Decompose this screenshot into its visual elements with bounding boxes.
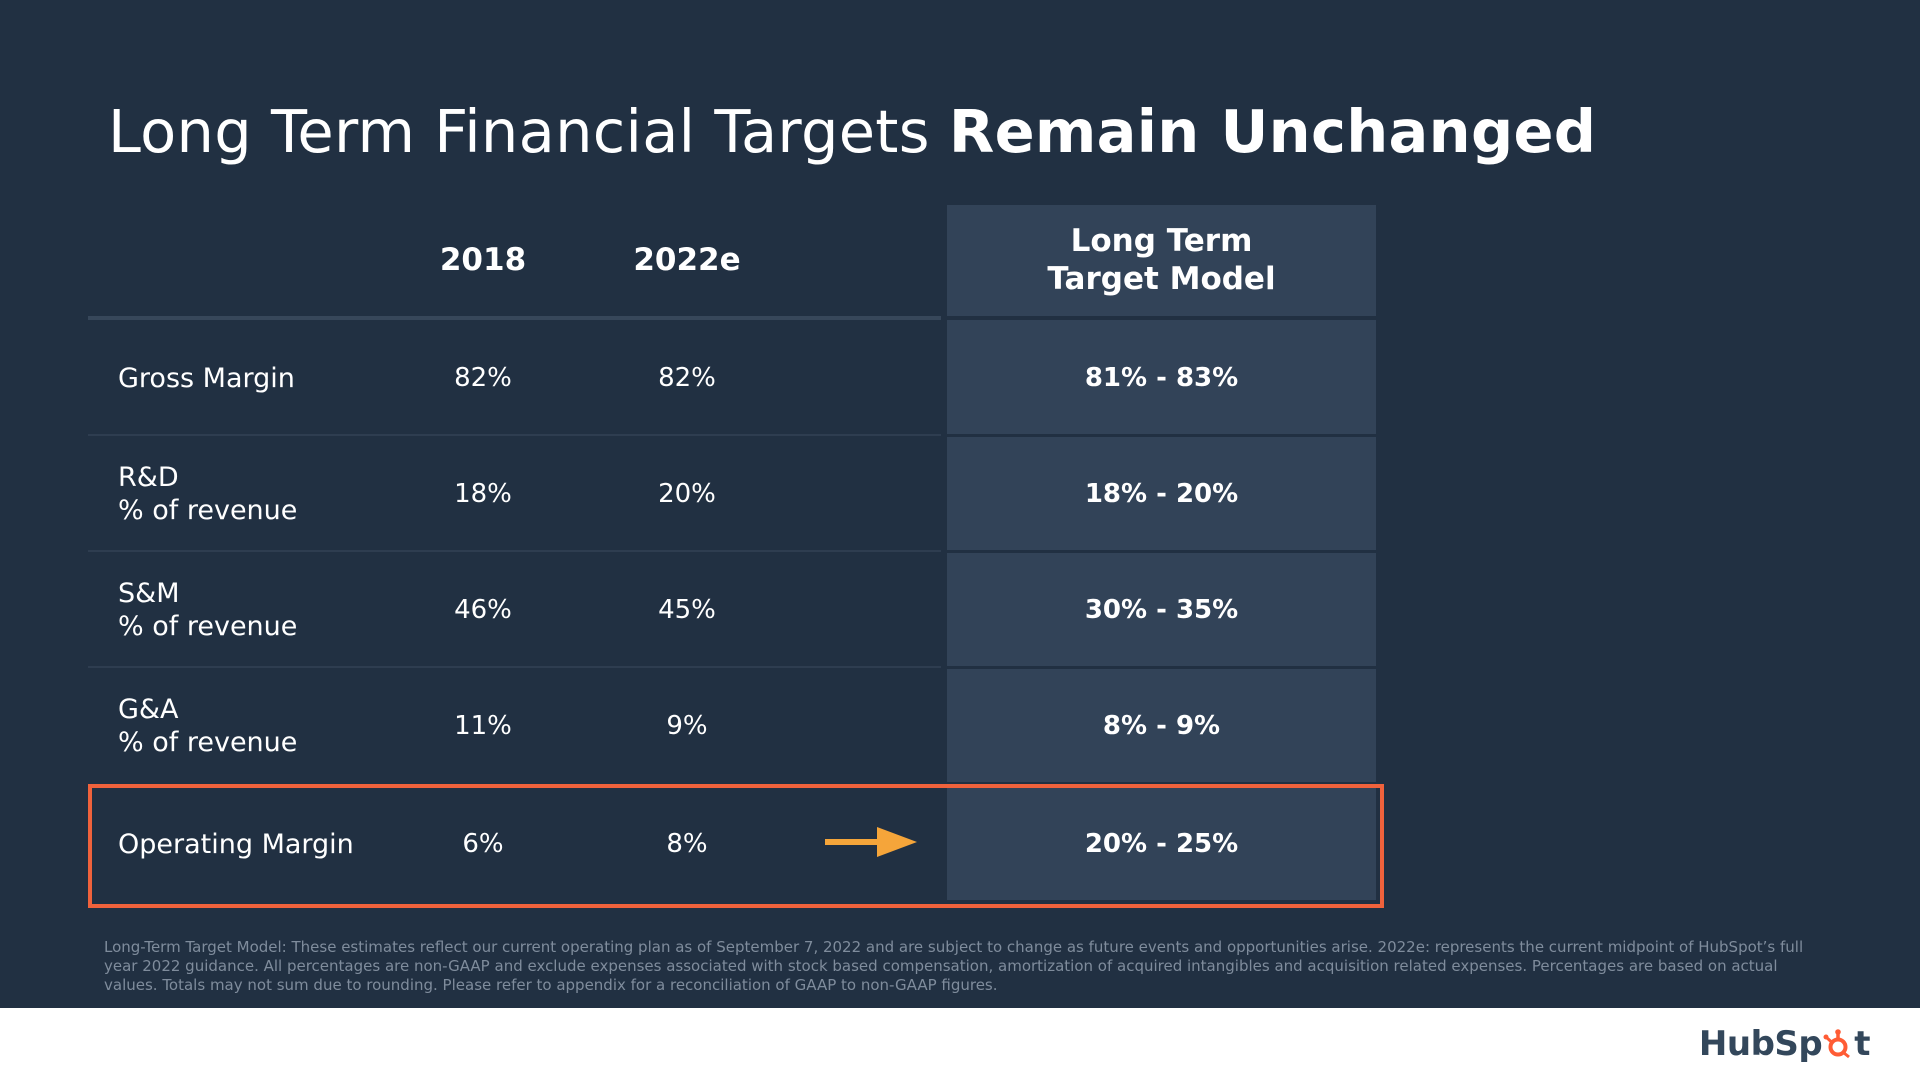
panel-divider (947, 782, 1376, 785)
row-label: Operating Margin (118, 786, 354, 902)
row-rule (88, 666, 941, 668)
footnote: Long-Term Target Model: These estimates … (104, 938, 1804, 994)
operating-margin-highlight-box (88, 784, 1384, 908)
column-header-long-term-line1: Long Term (1070, 223, 1253, 259)
row-label-line2: % of revenue (118, 611, 298, 642)
row-label-line1: Operating Margin (118, 828, 354, 860)
row-label: Gross Margin (118, 320, 295, 436)
row-label-line1: S&M (118, 578, 180, 609)
cell-2022e: 8% (666, 829, 708, 859)
column-header-long-term-line2: Target Model (1047, 261, 1276, 297)
cell-long-term: 18% - 20% (1084, 479, 1239, 509)
table-row-sm: S&M % of revenue 46% 45% 30% - 35% (88, 552, 1382, 668)
column-header-2018: 2018 (439, 242, 527, 278)
cell-2018: 18% (454, 479, 512, 509)
right-arrow-icon (825, 827, 917, 857)
panel-divider (947, 434, 1376, 437)
footer-bar: HubSp t (0, 1008, 1920, 1080)
logo-text-part1: HubSp (1698, 1024, 1823, 1064)
header-rule (88, 316, 941, 320)
cell-2022e: 82% (658, 363, 716, 393)
cell-2022e: 45% (658, 595, 716, 625)
title-regular: Long Term Financial Targets (108, 97, 930, 166)
panel-divider (947, 666, 1376, 669)
cell-long-term: 81% - 83% (1084, 363, 1239, 393)
cell-long-term: 30% - 35% (1084, 595, 1239, 625)
row-label-line2: % of revenue (118, 495, 298, 526)
row-label: S&M % of revenue (118, 552, 297, 668)
row-label-line2: % of revenue (118, 727, 298, 758)
table-row-operating-margin: Operating Margin 6% 8% 20% - 25% (88, 786, 1382, 902)
title-bold: Remain Unchanged (948, 97, 1597, 166)
row-label-line1: G&A (118, 694, 179, 725)
row-label: G&A % of revenue (118, 668, 297, 784)
row-rule (88, 434, 941, 436)
column-header-long-term: Long Term Target Model (947, 222, 1376, 298)
hubspot-sprocket-icon (1823, 1029, 1851, 1059)
cell-long-term: 20% - 25% (1084, 829, 1239, 859)
logo-text-part2: t (1854, 1024, 1870, 1064)
cell-2022e: 20% (658, 479, 716, 509)
row-rule (88, 550, 941, 552)
cell-long-term: 8% - 9% (1102, 711, 1221, 741)
panel-divider (947, 550, 1376, 553)
column-header-2022e: 2022e (633, 242, 741, 278)
page-title: Long Term Financial Targets Remain Uncha… (108, 92, 1596, 172)
table-row-rd: R&D % of revenue 18% 20% 18% - 20% (88, 436, 1382, 552)
cell-2018: 82% (454, 363, 512, 393)
slide: Long Term Financial Targets Remain Uncha… (88, 92, 1804, 994)
cell-2018: 11% (454, 711, 512, 741)
row-label: R&D % of revenue (118, 436, 297, 552)
hubspot-logo: HubSp t (1698, 1022, 1871, 1066)
cell-2018: 6% (462, 829, 504, 859)
table-row-gross-margin: Gross Margin 82% 82% 81% - 83% (88, 320, 1382, 436)
row-label-line1: R&D (118, 462, 179, 493)
row-label-line1: Gross Margin (118, 362, 295, 394)
cell-2022e: 9% (666, 711, 708, 741)
table-row-ga: G&A % of revenue 11% 9% 8% - 9% (88, 668, 1382, 784)
panel-divider (947, 316, 1376, 320)
cell-2018: 46% (454, 595, 512, 625)
